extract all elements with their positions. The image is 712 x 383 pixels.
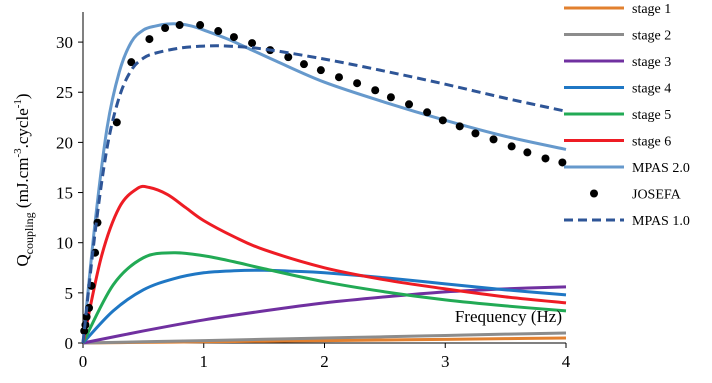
series-stage-5-line (81, 251, 567, 344)
y-axis-label-sub: coupling (22, 212, 36, 254)
y-axis-label-main: Q (13, 254, 32, 266)
series-mpas-1-0-line (81, 44, 567, 344)
legend-label: stage 1 (632, 2, 671, 17)
legend-item-stage-6: stage 6 (564, 135, 671, 150)
y-tick-label: 25 (56, 83, 73, 102)
y-ticks: 0 5 10 15 20 25 30 (56, 33, 83, 353)
data-point (353, 79, 362, 88)
y-axis-label-units-c: ) (13, 93, 32, 99)
y-tick-label: 30 (56, 33, 73, 52)
data-point (455, 122, 464, 131)
y-axis-label-sup2: -1 (12, 99, 24, 108)
data-point (471, 129, 480, 138)
data-point (316, 66, 325, 75)
series-mpas-2-0-line (81, 22, 567, 344)
series-stage-6-line (81, 184, 567, 344)
data-point (541, 154, 550, 163)
series-stage-2-line (82, 331, 567, 345)
legend-item-stage-4: stage 4 (564, 82, 671, 97)
x-axis-label: Frequency (Hz) (455, 307, 562, 326)
legend-label: stage 2 (632, 29, 671, 44)
data-point (558, 158, 567, 167)
data-point (248, 39, 257, 48)
data-point (145, 35, 154, 44)
legend-label: MPAS 2.0 (632, 161, 690, 176)
legend-label: stage 5 (632, 108, 671, 123)
legend-item-mpas-2-0: MPAS 2.0 (564, 161, 690, 176)
legend-item-mpas-1-0: MPAS 1.0 (564, 214, 690, 229)
x-tick-label: 2 (320, 352, 329, 371)
y-tick-label: 10 (56, 234, 73, 253)
data-point (405, 100, 414, 109)
data-point (423, 108, 432, 117)
legend-item-stage-1: stage 1 (564, 2, 671, 17)
data-point (489, 135, 498, 144)
y-axis-label-units-a: (mJ.cm (13, 158, 32, 213)
x-tick-label: 1 (200, 352, 209, 371)
data-point (334, 73, 343, 82)
y-tick-label: 0 (65, 334, 74, 353)
data-point (386, 93, 395, 102)
data-point (371, 86, 380, 95)
data-point (284, 53, 293, 62)
data-point (161, 24, 170, 33)
legend-label: stage 3 (632, 55, 671, 70)
data-point (196, 21, 205, 30)
x-tick-label: 3 (441, 352, 450, 371)
y-tick-label: 5 (65, 284, 74, 303)
legend-label: JOSEFA (632, 188, 682, 203)
data-point (112, 118, 121, 127)
data-point (127, 58, 136, 67)
y-axis-label-sup1: -3 (12, 148, 24, 158)
data-point (523, 148, 532, 157)
legend-label: stage 6 (632, 135, 671, 150)
axes: 0 1 2 3 4 0 5 10 15 20 25 30 (56, 12, 571, 371)
legend-marker (590, 189, 598, 198)
legend-item-josefa: JOSEFA (590, 188, 682, 203)
data-point (229, 33, 238, 42)
data-point (175, 21, 184, 30)
data-point (80, 326, 89, 335)
legend-item-stage-3: stage 3 (564, 55, 671, 70)
legend-label: stage 4 (632, 82, 671, 97)
legend-item-stage-2: stage 2 (564, 29, 671, 44)
series-layer (80, 21, 567, 345)
x-tick-label: 0 (79, 352, 88, 371)
y-axis-label: Qcoupling (mJ.cm-3.cycle-1) (12, 93, 36, 266)
y-axis-label-units-b: .cycle (13, 108, 32, 148)
data-point (214, 27, 223, 36)
legend: stage 1 stage 2 stage 3 stage 4 stage 5 stage… (564, 2, 690, 229)
x-tick-label: 4 (562, 352, 571, 371)
y-tick-label: 15 (56, 184, 73, 203)
data-point (438, 116, 447, 125)
x-ticks: 0 1 2 3 4 (79, 343, 571, 371)
legend-label: MPAS 1.0 (632, 214, 690, 229)
data-point (299, 60, 308, 69)
y-tick-label: 20 (56, 133, 73, 152)
legend-item-stage-5: stage 5 (564, 108, 671, 123)
data-point (507, 142, 516, 151)
